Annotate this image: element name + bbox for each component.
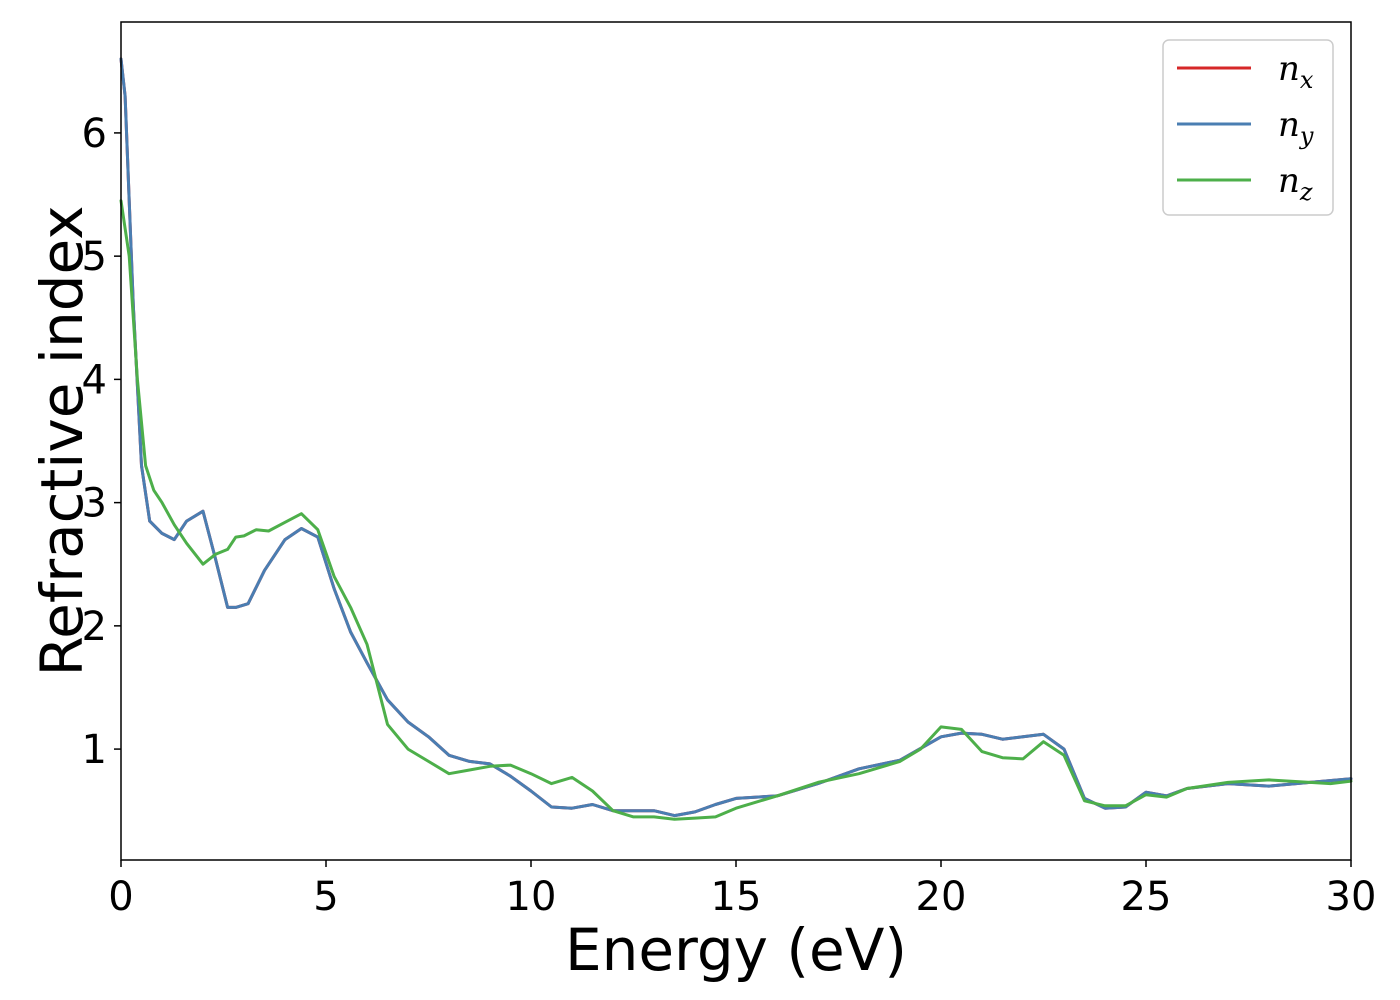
- y-tick-label: 4: [82, 357, 107, 403]
- x-tick-label: 25: [1121, 874, 1172, 920]
- series-line-ny: [119, 57, 1353, 818]
- y-axis-label: Refractive index: [28, 205, 96, 676]
- y-tick-label: 2: [82, 604, 107, 650]
- x-axis-ticks: 0 5 10 15 20 25 30: [108, 860, 1376, 920]
- y-tick-label: 3: [82, 481, 107, 527]
- x-tick-label: 20: [916, 874, 967, 920]
- series-layer: [119, 57, 1353, 821]
- x-axis-label: Energy (eV): [565, 916, 907, 984]
- y-tick-label: 1: [82, 727, 107, 773]
- x-tick-label: 0: [108, 874, 133, 920]
- x-tick-label: 10: [506, 874, 557, 920]
- x-tick-label: 30: [1326, 874, 1377, 920]
- y-tick-label: 6: [82, 111, 107, 157]
- x-tick-label: 5: [313, 874, 338, 920]
- y-axis-ticks: 1 2 3 4 5 6: [82, 111, 121, 773]
- x-tick-label: 15: [711, 874, 762, 920]
- legend-box: [1162, 39, 1334, 216]
- y-tick-label: 5: [82, 234, 107, 280]
- series-line-nz: [119, 199, 1353, 821]
